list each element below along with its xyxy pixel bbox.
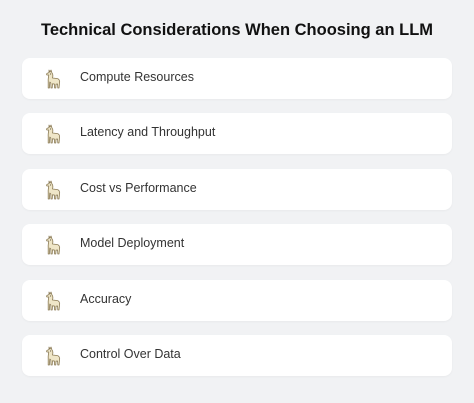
llama-icon [42,234,64,256]
page-title: Technical Considerations When Choosing a… [40,21,434,39]
llama-icon [42,290,64,312]
llama-icon [42,68,64,90]
list-item-control-over-data: Control Over Data [22,334,452,376]
list-item-label: Latency and Throughput [80,125,216,140]
llama-icon [42,123,64,145]
list-item-accuracy: Accuracy [22,279,452,321]
list-item-label: Control Over Data [80,346,181,361]
list-item-label: Model Deployment [80,236,185,251]
llama-icon [42,345,64,367]
list-item-compute-resources: Compute Resources [22,58,452,99]
considerations-list: Compute Resources Latency and Throughput… [22,58,452,390]
list-item-label: Cost vs Performance [80,180,197,195]
list-item-cost-vs-performance: Cost vs Performance [22,168,452,210]
list-item-latency-throughput: Latency and Throughput [22,113,452,155]
list-item-model-deployment: Model Deployment [22,224,452,266]
list-item-label: Accuracy [80,291,132,306]
llama-icon [42,179,64,201]
list-item-label: Compute Resources [80,70,194,84]
